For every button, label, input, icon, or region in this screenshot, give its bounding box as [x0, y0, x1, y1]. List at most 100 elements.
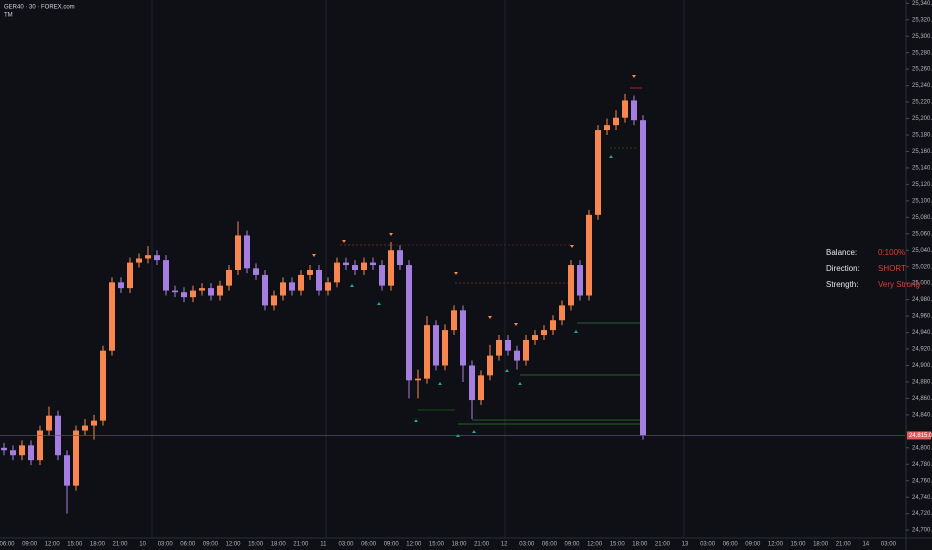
info-value: 0:100%	[878, 248, 905, 257]
x-tick-label: 03:00	[881, 542, 897, 548]
y-tick-label: 24,920.0	[912, 347, 932, 353]
x-tick-label: 06:00	[0, 542, 15, 548]
y-tick-label: 25,160.0	[912, 149, 932, 155]
candle-body	[577, 265, 583, 296]
candle-body	[91, 420, 97, 426]
candle-body	[118, 282, 124, 289]
candle-body	[415, 378, 421, 381]
y-tick-label: 25,140.0	[912, 166, 932, 172]
x-tick-label: 09:00	[745, 542, 761, 548]
candle-body	[406, 265, 412, 381]
candle-body	[1, 447, 7, 451]
x-tick-label: 21:00	[474, 542, 490, 548]
x-tick-label: 21:00	[112, 542, 128, 548]
candle-body	[262, 274, 268, 306]
candle-body	[388, 250, 394, 286]
candle-body	[343, 262, 349, 266]
candle-body	[568, 265, 574, 306]
y-tick-label: 25,020.0	[912, 264, 932, 270]
x-tick-label: 12:00	[45, 542, 61, 548]
x-tick-label: 12:00	[587, 542, 603, 548]
x-tick-label: 12:00	[768, 542, 784, 548]
candle-body	[181, 292, 187, 298]
y-tick-label: 25,240.0	[912, 83, 932, 89]
x-tick-label: 09:00	[564, 542, 580, 548]
candle-body	[307, 270, 313, 275]
x-tick-label: 14	[862, 542, 869, 548]
candle-body	[28, 445, 34, 461]
candle-body	[190, 290, 196, 298]
x-tick-label: 03:00	[338, 542, 354, 548]
info-label: Direction:	[826, 264, 860, 273]
candle-body	[523, 339, 529, 361]
candle-body	[109, 282, 115, 351]
candle-body	[172, 290, 178, 293]
x-tick-label: 06:00	[723, 542, 739, 548]
y-tick-label: 24,700.0	[912, 528, 932, 534]
candle-body	[199, 288, 205, 291]
candle-body	[478, 375, 484, 401]
x-tick-label: 18:00	[90, 542, 106, 548]
candle-body	[514, 350, 520, 361]
candle-body	[46, 415, 52, 431]
candle-body	[397, 250, 403, 266]
candle-body	[154, 255, 160, 261]
info-label: Strength:	[826, 280, 858, 289]
candle-body	[82, 425, 88, 431]
x-tick-label: 06:00	[361, 542, 377, 548]
candle-body	[370, 262, 376, 266]
candle-body	[505, 339, 511, 351]
y-tick-label: 24,900.0	[912, 363, 932, 369]
y-tick-label: 24,880.0	[912, 380, 932, 386]
y-tick-label: 25,060.0	[912, 231, 932, 237]
y-tick-label: 25,080.0	[912, 215, 932, 221]
candle-body	[163, 260, 169, 291]
chart-title: GER40 · 30 · FOREX.com	[4, 5, 75, 11]
y-tick-label: 24,980.0	[912, 297, 932, 303]
x-tick-label: 06:00	[180, 542, 196, 548]
y-tick-label: 25,340.0	[912, 1, 932, 7]
candle-body	[379, 265, 385, 286]
candle-body	[541, 330, 547, 336]
candle-body	[19, 445, 25, 456]
y-tick-label: 24,760.0	[912, 478, 932, 484]
candle-body	[280, 282, 286, 296]
candle-body	[10, 450, 16, 456]
x-tick-label: 06:00	[542, 542, 558, 548]
candle-body	[244, 235, 250, 269]
candle-body	[361, 262, 367, 270]
x-tick-label: 09:00	[384, 542, 400, 548]
candle-body	[640, 120, 646, 436]
x-tick-label: 21:00	[293, 542, 309, 548]
candle-body	[532, 335, 538, 340]
candle-body	[451, 310, 457, 331]
x-tick-label: 12:00	[225, 542, 241, 548]
candle-body	[424, 325, 430, 379]
candle-body	[613, 117, 619, 126]
candle-body	[622, 100, 628, 118]
info-value: SHORT	[878, 264, 906, 273]
candle-body	[127, 262, 133, 289]
x-tick-label: 09:00	[203, 542, 219, 548]
candle-body	[595, 130, 601, 215]
x-tick-label: 15:00	[429, 542, 445, 548]
x-tick-label: 21:00	[655, 542, 671, 548]
y-tick-label: 24,720.0	[912, 511, 932, 517]
y-tick-label: 25,000.0	[912, 281, 932, 287]
candle-body	[37, 430, 43, 461]
candle-body	[334, 262, 340, 283]
candle-body	[226, 270, 232, 286]
y-tick-label: 25,180.0	[912, 133, 932, 139]
x-tick-label: 18:00	[451, 542, 467, 548]
candle-body	[325, 282, 331, 291]
candle-body	[631, 100, 637, 121]
candle-body	[253, 268, 259, 275]
candle-body	[352, 265, 358, 270]
x-tick-label: 21:00	[836, 542, 852, 548]
y-tick-label: 25,260.0	[912, 67, 932, 73]
candle-body	[316, 270, 322, 291]
candle-body	[433, 325, 439, 366]
x-tick-label: 15:00	[790, 542, 806, 548]
y-tick-label: 25,200.0	[912, 116, 932, 122]
